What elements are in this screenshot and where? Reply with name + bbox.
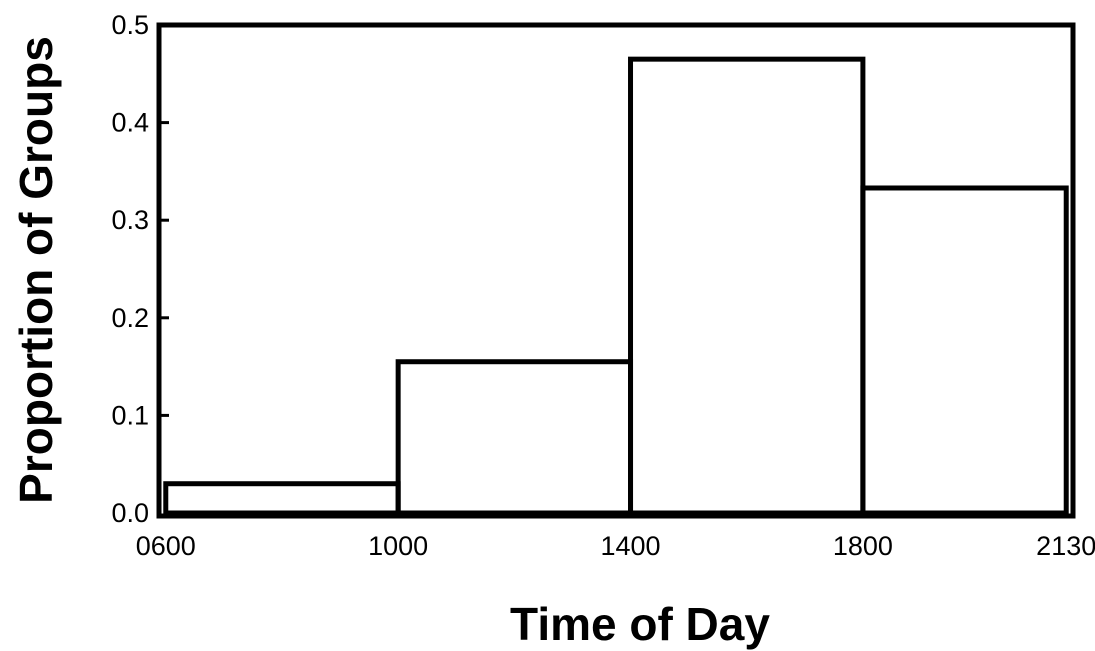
y-tick-label: 0.4 xyxy=(111,108,149,138)
x-tick-label: 1400 xyxy=(600,531,660,561)
plot-frame xyxy=(156,22,1076,519)
y-tick-label: 0.5 xyxy=(111,10,149,40)
histogram-bar-0600-1000 xyxy=(163,481,401,516)
histogram-bar-1000-1400 xyxy=(395,359,634,516)
x-tick-label: 2130 xyxy=(1036,531,1095,561)
y-tick-label: 0.2 xyxy=(111,303,149,333)
x-tick-label: 1800 xyxy=(833,531,893,561)
histogram-bar-1800-2130 xyxy=(860,185,1069,516)
x-tick-label: 0600 xyxy=(136,531,196,561)
y-tick-label: 0.3 xyxy=(111,205,149,235)
x-axis-title: Time of Day xyxy=(510,598,770,650)
y-tick-label: 0.1 xyxy=(111,400,149,430)
y-tick-label: 0.0 xyxy=(111,498,149,528)
histogram-bar-1400-1800 xyxy=(628,56,866,516)
x-tick-label: 1000 xyxy=(368,531,428,561)
y-axis-title: Proportion of Groups xyxy=(10,36,62,504)
